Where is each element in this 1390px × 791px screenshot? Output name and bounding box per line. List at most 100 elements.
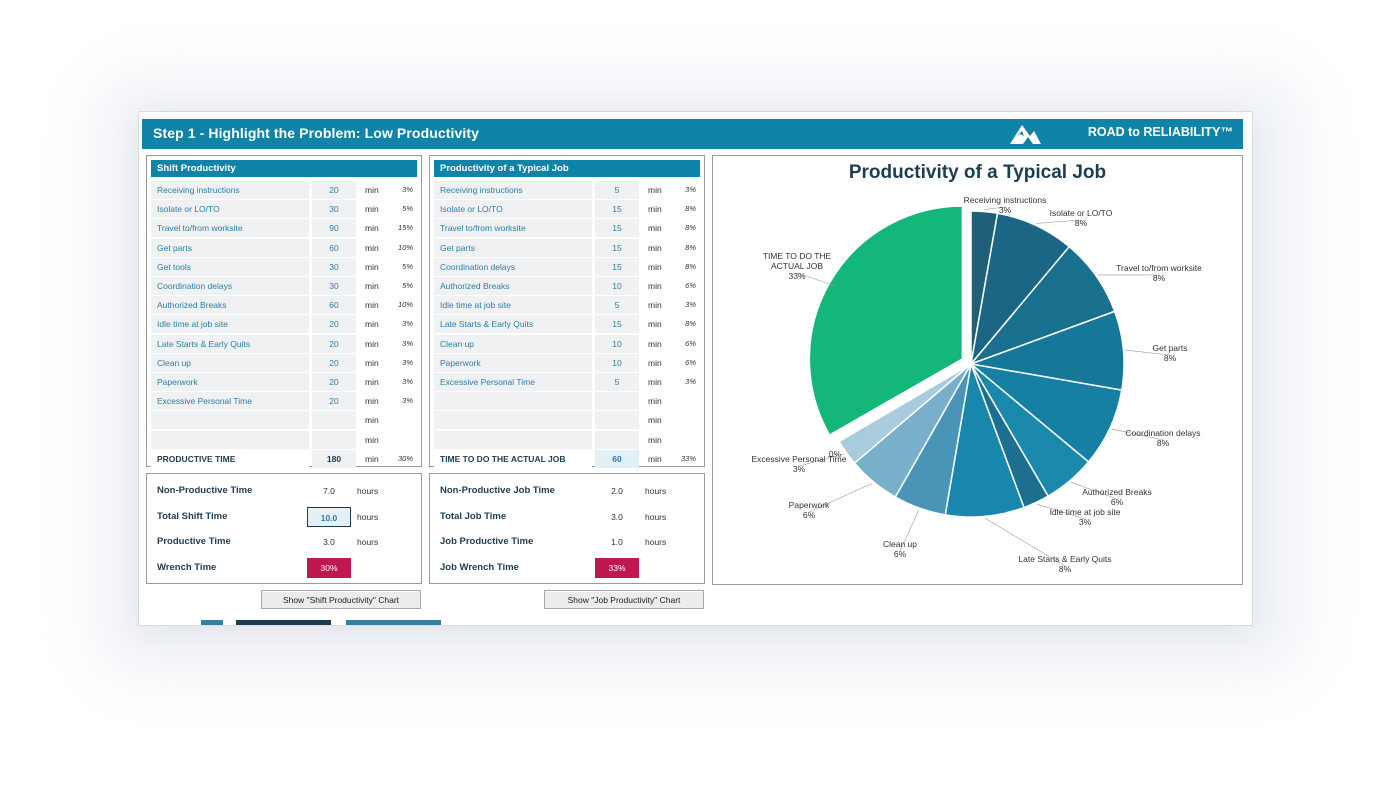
row-unit: min xyxy=(648,396,662,407)
row-unit: min xyxy=(365,357,379,368)
show-shift-chart-button[interactable]: Show "Shift Productivity" Chart xyxy=(261,590,421,609)
row-unit: min xyxy=(365,434,379,445)
row-percent: 8% xyxy=(685,204,696,214)
row-value-input[interactable]: 5 xyxy=(595,373,639,391)
row-value-input[interactable]: 15 xyxy=(595,257,639,276)
job-panel-header: Productivity of a Typical Job xyxy=(434,160,700,177)
row-percent: 3% xyxy=(685,185,696,194)
row-value-input[interactable] xyxy=(312,411,356,430)
row-unit: min xyxy=(365,396,379,407)
slice-label: Isolate or LO/TO 8% xyxy=(1050,208,1113,228)
table-row: Clean up 10 min 6% xyxy=(434,334,700,353)
row-unit: min xyxy=(365,319,379,330)
chart-title: Productivity of a Typical Job xyxy=(848,162,1107,183)
row-value-input[interactable] xyxy=(595,430,639,449)
sheet-tab[interactable] xyxy=(201,620,223,625)
pie-slice[interactable] xyxy=(837,363,972,443)
row-value-input[interactable]: 30 xyxy=(312,277,356,295)
row-unit: min xyxy=(648,319,662,330)
slice-label: Idle time at job site 3% xyxy=(1050,507,1121,527)
job-productive-time-value: 1.0 xyxy=(611,537,623,548)
total-shift-time-value[interactable]: 10.0 xyxy=(307,506,351,527)
table-row: Late Starts & Early Quits 15 min 8% xyxy=(434,315,700,334)
leader-line xyxy=(798,453,845,467)
row-value-input[interactable]: 15 xyxy=(595,219,639,238)
shift-productivity-panel: Shift Productivity Receiving instruction… xyxy=(146,155,422,468)
row-label xyxy=(434,430,592,449)
row-unit: min xyxy=(648,434,662,445)
row-unit: min xyxy=(648,261,662,272)
row-value-input[interactable]: 20 xyxy=(312,181,356,199)
row-value-input[interactable]: 30 xyxy=(312,200,356,219)
table-row: Authorized Breaks 60 min 10% xyxy=(151,296,417,315)
non-productive-job-time-value: 2.0 xyxy=(611,486,623,496)
non-productive-time-value: 7.0 xyxy=(323,486,335,496)
total-unit: min xyxy=(648,453,662,464)
sheet-tab-active[interactable] xyxy=(236,620,331,625)
row-percent: 8% xyxy=(685,319,696,329)
row-unit: min xyxy=(648,242,662,253)
table-row: Get parts 60 min 10% xyxy=(151,238,417,257)
non-productive-time-unit: hours xyxy=(357,486,379,496)
row-value-input[interactable]: 5 xyxy=(595,296,639,315)
row-label: Isolate or LO/TO xyxy=(151,200,309,219)
row-value-input[interactable]: 90 xyxy=(312,219,356,238)
total-job-time-row: Total Job Time 3.0 hours xyxy=(440,507,700,527)
show-job-chart-button[interactable]: Show "Job Productivity" Chart xyxy=(544,590,704,609)
table-row: min xyxy=(434,411,700,430)
total-job-time-unit: hours xyxy=(645,511,667,522)
row-value-input[interactable]: 10 xyxy=(595,277,639,295)
row-label: Clean up xyxy=(434,334,592,353)
total-shift-time-unit: hours xyxy=(357,511,379,522)
row-label: Late Starts & Early Quits xyxy=(151,334,309,353)
leader-line xyxy=(984,206,1006,210)
row-value-input[interactable]: 20 xyxy=(312,334,356,353)
row-label xyxy=(151,411,309,430)
slice-label: Receiving instructions 3% xyxy=(964,195,1047,215)
table-row: Idle time at job site 5 min 3% xyxy=(434,296,700,315)
pie-slice[interactable] xyxy=(808,205,964,437)
sheet-tab[interactable] xyxy=(346,620,441,625)
table-row: min xyxy=(151,430,417,449)
total-percent: 33% xyxy=(680,453,696,463)
wrench-time-label: Wrench Time xyxy=(157,562,217,574)
leader-line xyxy=(808,483,873,513)
row-label: Travel to/from worksite xyxy=(434,219,592,238)
row-label: Receiving instructions xyxy=(151,181,309,199)
row-label xyxy=(151,430,309,449)
row-percent: 3% xyxy=(402,357,413,367)
row-value-input[interactable]: 15 xyxy=(595,238,639,257)
title-bar: Step 1 - Highlight the Problem: Low Prod… xyxy=(142,119,1243,149)
total-label: TIME TO DO THE ACTUAL JOB xyxy=(434,449,592,468)
table-row: min xyxy=(151,411,417,430)
row-value-input[interactable]: 20 xyxy=(312,353,356,372)
pie-chart: Receiving instructions 3% Isolate or LO/TO… xyxy=(752,195,1203,574)
row-value-input[interactable]: 10 xyxy=(595,334,639,353)
row-percent: 5% xyxy=(402,281,413,290)
productive-time-unit: hours xyxy=(357,537,379,548)
leader-line xyxy=(1036,219,1082,224)
row-value-input[interactable]: 60 xyxy=(312,296,356,315)
total-job-time-value: 3.0 xyxy=(611,511,623,522)
row-value-input[interactable]: 15 xyxy=(595,315,639,334)
row-value-input[interactable]: 20 xyxy=(312,315,356,334)
table-row: Paperwork 20 min 3% xyxy=(151,373,417,391)
row-value-input[interactable]: 20 xyxy=(312,392,356,411)
row-value-input[interactable]: 5 xyxy=(595,181,639,199)
leader-line xyxy=(1125,349,1171,356)
row-value-input[interactable] xyxy=(595,411,639,430)
row-value-input[interactable]: 60 xyxy=(312,238,356,257)
row-label xyxy=(434,392,592,411)
row-value-input[interactable]: 20 xyxy=(312,373,356,391)
non-productive-job-time-unit: hours xyxy=(645,486,667,496)
row-percent: 3% xyxy=(685,300,696,310)
row-value-input[interactable] xyxy=(312,430,356,449)
row-value-input[interactable]: 15 xyxy=(595,200,639,219)
row-value-input[interactable]: 30 xyxy=(312,257,356,276)
row-percent: 6% xyxy=(685,357,696,367)
row-label: Excessive Personal Time xyxy=(434,373,592,391)
page-title: Step 1 - Highlight the Problem: Low Prod… xyxy=(153,125,480,141)
row-value-input[interactable]: 10 xyxy=(595,353,639,372)
row-value-input[interactable] xyxy=(595,392,639,411)
total-job-time-label: Total Job Time xyxy=(440,510,507,522)
